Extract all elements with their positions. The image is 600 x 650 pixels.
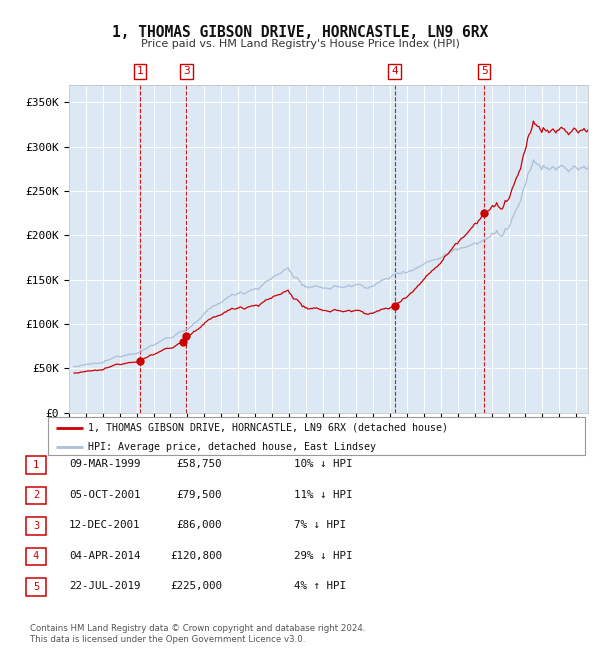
FancyBboxPatch shape: [26, 578, 46, 595]
Text: 1: 1: [33, 460, 39, 470]
Text: 11% ↓ HPI: 11% ↓ HPI: [294, 489, 353, 500]
Text: £86,000: £86,000: [176, 520, 222, 530]
Text: 10% ↓ HPI: 10% ↓ HPI: [294, 459, 353, 469]
Text: 4: 4: [391, 66, 398, 76]
Text: 5: 5: [33, 582, 39, 592]
Text: 3: 3: [183, 66, 190, 76]
FancyBboxPatch shape: [26, 456, 46, 473]
Text: 2: 2: [33, 490, 39, 501]
Text: 12-DEC-2001: 12-DEC-2001: [69, 520, 140, 530]
Text: 1, THOMAS GIBSON DRIVE, HORNCASTLE, LN9 6RX (detached house): 1, THOMAS GIBSON DRIVE, HORNCASTLE, LN9 …: [88, 423, 448, 433]
Text: This data is licensed under the Open Government Licence v3.0.: This data is licensed under the Open Gov…: [30, 634, 305, 644]
Text: 7% ↓ HPI: 7% ↓ HPI: [294, 520, 346, 530]
Text: Price paid vs. HM Land Registry's House Price Index (HPI): Price paid vs. HM Land Registry's House …: [140, 39, 460, 49]
Text: Contains HM Land Registry data © Crown copyright and database right 2024.: Contains HM Land Registry data © Crown c…: [30, 624, 365, 633]
Text: £225,000: £225,000: [170, 581, 222, 592]
Text: 04-APR-2014: 04-APR-2014: [69, 551, 140, 561]
FancyBboxPatch shape: [26, 517, 46, 534]
Text: £58,750: £58,750: [176, 459, 222, 469]
FancyBboxPatch shape: [26, 547, 46, 566]
Text: 5: 5: [481, 66, 488, 76]
Text: £120,800: £120,800: [170, 551, 222, 561]
Text: 3: 3: [33, 521, 39, 531]
Text: 4: 4: [33, 551, 39, 562]
Text: 1, THOMAS GIBSON DRIVE, HORNCASTLE, LN9 6RX: 1, THOMAS GIBSON DRIVE, HORNCASTLE, LN9 …: [112, 25, 488, 40]
Text: 09-MAR-1999: 09-MAR-1999: [69, 459, 140, 469]
Text: 1: 1: [136, 66, 143, 76]
Text: 4% ↑ HPI: 4% ↑ HPI: [294, 581, 346, 592]
Text: 22-JUL-2019: 22-JUL-2019: [69, 581, 140, 592]
Text: 05-OCT-2001: 05-OCT-2001: [69, 489, 140, 500]
Text: HPI: Average price, detached house, East Lindsey: HPI: Average price, detached house, East…: [88, 442, 376, 452]
FancyBboxPatch shape: [48, 417, 585, 455]
Text: £79,500: £79,500: [176, 489, 222, 500]
FancyBboxPatch shape: [26, 486, 46, 504]
Text: 29% ↓ HPI: 29% ↓ HPI: [294, 551, 353, 561]
